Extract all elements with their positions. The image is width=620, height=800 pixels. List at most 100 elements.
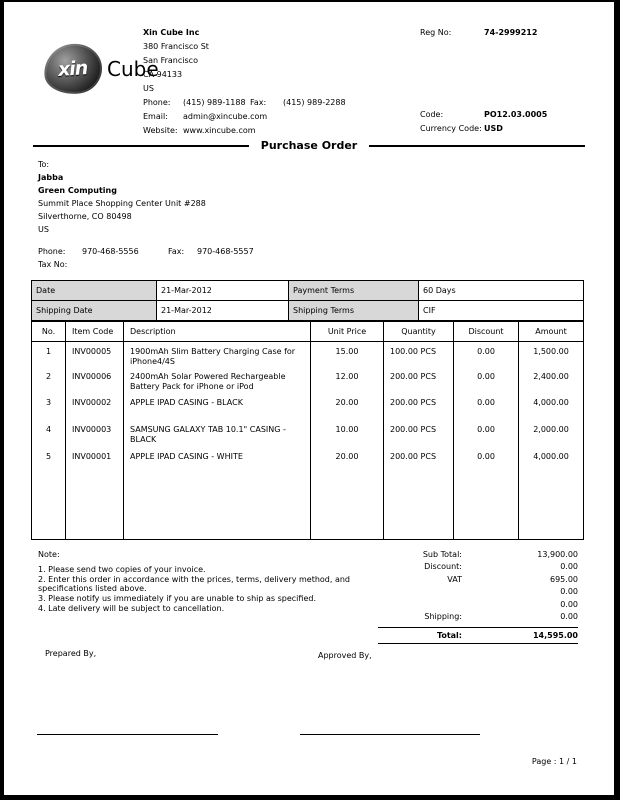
col-header-quantity: Quantity <box>383 321 454 342</box>
col-header-no: No. <box>31 321 66 342</box>
empty-cell <box>519 474 584 540</box>
order-info-table: Date 21-Mar-2012 Payment Terms 60 Days S… <box>31 280 584 321</box>
item-quantity: 200.00 PCS <box>383 447 454 474</box>
page-title: Purchase Order <box>260 139 358 152</box>
empty-cell <box>65 474 124 540</box>
recipient-address-line: Summit Place Shopping Center Unit #288 <box>38 199 206 208</box>
item-no: 3 <box>31 393 66 420</box>
item-amount: 2,000.00 <box>533 425 569 434</box>
item-unit-price: 10.00 <box>310 420 384 447</box>
company-phone-row: Phone: (415) 989-1188 Fax: (415) 989-228… <box>143 96 346 110</box>
website-label: Website: <box>143 126 178 135</box>
subtotal-value: 13,900.00 <box>537 550 578 559</box>
payment-terms-label: Payment Terms <box>288 280 419 301</box>
company-info-block: Xin Cube Inc 380 Francisco St San Franci… <box>143 26 346 138</box>
company-address-line: CA 94133 <box>143 70 183 79</box>
note-line: 1. Please send two copies of your invoic… <box>38 564 206 574</box>
phone-label: Phone: <box>143 98 171 107</box>
grand-total-label: Total: <box>436 631 462 641</box>
empty-cell <box>453 474 519 540</box>
shipping-date-label: Shipping Date <box>31 300 157 321</box>
code-block: Code: PO12.03.0005 Currency Code: USD <box>420 108 547 136</box>
table-row: 3 INV00002 APPLE IPAD CASING - BLACK 20.… <box>31 393 584 420</box>
col-header-description: Description <box>123 321 311 342</box>
item-quantity: 200.00 PCS <box>383 367 454 393</box>
reg-no-block: Reg No: 74-2999212 <box>420 26 537 40</box>
items-header-row: No. Item Code Description Unit Price Qua… <box>31 321 584 342</box>
item-description: APPLE IPAD CASING - BLACK <box>123 393 311 420</box>
discount-label: Discount: <box>424 562 462 572</box>
approved-signature-line <box>300 734 480 735</box>
empty-cell <box>383 474 454 540</box>
company-website: www.xincube.com <box>183 126 256 135</box>
company-email: admin@xincube.com <box>183 112 268 121</box>
item-description: 2400mAh Solar Powered Rechargeable Batte… <box>123 367 311 393</box>
item-amount: 2,400.00 <box>533 372 569 381</box>
reg-no-value: 74-2999212 <box>484 28 538 37</box>
empty-cell <box>31 474 66 540</box>
discount-row: Discount: 0.00 <box>378 561 578 573</box>
item-discount: 0.00 <box>453 341 519 367</box>
item-code: INV00002 <box>65 393 124 420</box>
to-label: To: <box>38 160 50 169</box>
col-header-unit-price: Unit Price <box>310 321 384 342</box>
extra-charge-value: 0.00 <box>560 587 578 597</box>
col-header-discount: Discount <box>453 321 519 342</box>
item-quantity: 100.00 PCS <box>383 341 454 367</box>
currency-code-label: Currency Code: <box>420 124 482 133</box>
payment-terms-value: 60 Days <box>418 280 584 301</box>
notes-block: Note: 1. Please send two copies of your … <box>38 550 388 614</box>
table-row: 2 INV00006 2400mAh Solar Powered Recharg… <box>31 367 584 393</box>
note-line: 2. Enter this order in accordance with t… <box>38 574 351 594</box>
company-email-row: Email: admin@xincube.com <box>143 110 346 124</box>
code-label: Code: <box>420 110 444 119</box>
item-quantity: 200.00 PCS <box>383 393 454 420</box>
company-name: Xin Cube Inc <box>143 28 200 37</box>
currency-code-value: USD <box>484 124 503 133</box>
company-address-line: San Francisco <box>143 56 198 65</box>
item-unit-price: 15.00 <box>310 341 384 367</box>
company-address-line: 380 Francisco St <box>143 42 209 51</box>
item-quantity: 200.00 PCS <box>383 420 454 447</box>
email-label: Email: <box>143 112 168 121</box>
approved-by-label: Approved By, <box>318 651 372 660</box>
logo-cube-text: Cube <box>107 57 159 81</box>
logo-pebble-icon: xin <box>41 41 105 97</box>
recipient-attn: Jabba <box>38 173 64 182</box>
item-discount: 0.00 <box>453 447 519 474</box>
date-value: 21-Mar-2012 <box>156 280 289 301</box>
shipping-value: 0.00 <box>560 612 578 622</box>
empty-cell <box>310 474 384 540</box>
item-code: INV00003 <box>65 420 124 447</box>
item-no: 5 <box>31 447 66 474</box>
note-title: Note: <box>38 550 60 559</box>
item-no: 2 <box>31 367 66 393</box>
page-number: Page : 1 / 1 <box>531 757 577 766</box>
item-code: INV00006 <box>65 367 124 393</box>
company-fax: (415) 989-2288 <box>283 98 346 107</box>
item-unit-price: 12.00 <box>310 367 384 393</box>
fax-label: Fax: <box>168 247 185 256</box>
order-info-row: Shipping Date 21-Mar-2012 Shipping Terms… <box>31 300 584 321</box>
item-description: APPLE IPAD CASING - WHITE <box>123 447 311 474</box>
vat-value: 695.00 <box>550 574 578 584</box>
recipient-fax: 970-468-5557 <box>197 247 254 256</box>
item-discount: 0.00 <box>453 420 519 447</box>
item-discount: 0.00 <box>453 367 519 393</box>
item-unit-price: 20.00 <box>310 447 384 474</box>
item-code: INV00001 <box>65 447 124 474</box>
date-label: Date <box>31 280 157 301</box>
item-unit-price: 20.00 <box>310 393 384 420</box>
recipient-block: To: Jabba Green Computing Summit Place S… <box>38 158 254 271</box>
note-line: 4. Late delivery will be subject to canc… <box>38 603 225 613</box>
table-filler-row <box>31 474 584 540</box>
item-description: 1900mAh Slim Battery Charging Case for i… <box>123 341 311 367</box>
order-info-row: Date 21-Mar-2012 Payment Terms 60 Days <box>31 280 584 301</box>
item-amount: 1,500.00 <box>533 346 569 356</box>
grand-total-row: Total: 14,595.00 <box>378 627 578 645</box>
prepared-by-label: Prepared By, <box>45 649 97 658</box>
title-rule-right <box>369 144 585 147</box>
col-header-item-code: Item Code <box>65 321 124 342</box>
company-logo: xin Cube <box>41 41 159 97</box>
extra-charge-row: 0.00 <box>378 586 578 598</box>
